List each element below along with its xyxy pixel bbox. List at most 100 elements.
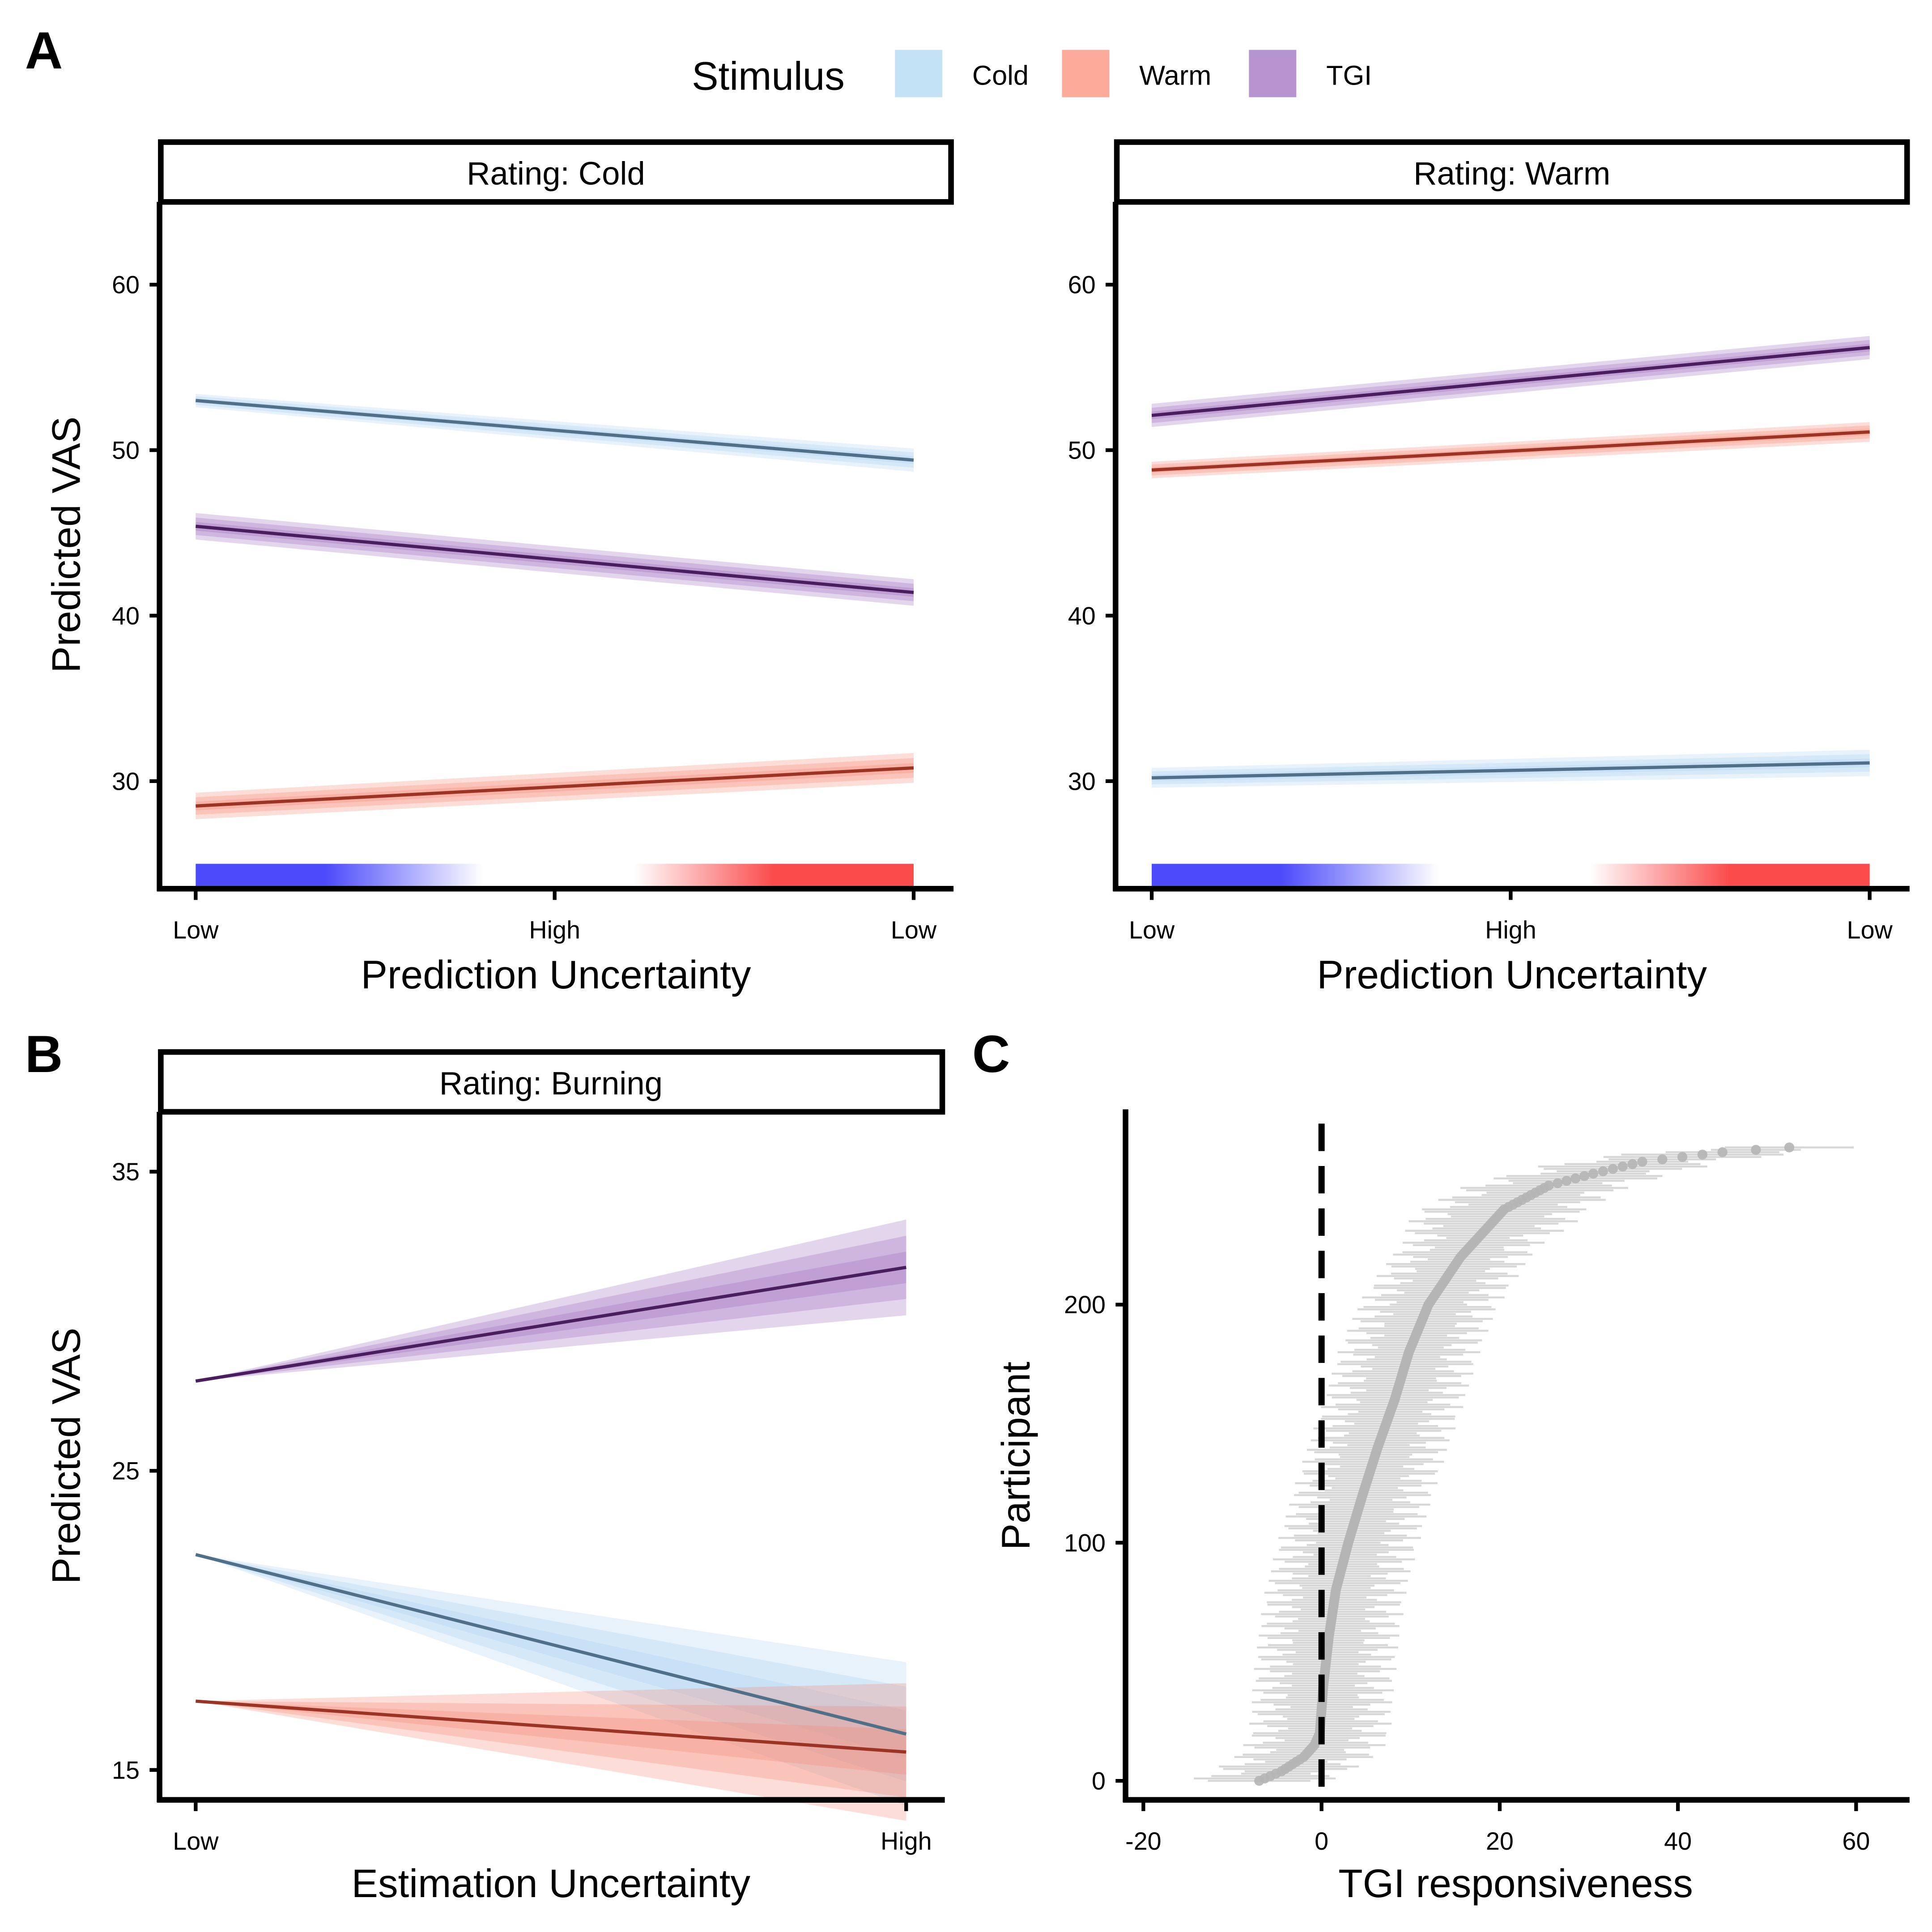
legend: Stimulus Cold Warm TGI xyxy=(692,50,1372,98)
x-tick-label: Low xyxy=(1847,916,1893,944)
panel-label-a: A xyxy=(25,21,63,80)
band-warm xyxy=(196,1701,906,1798)
x-tick-label: -20 xyxy=(1125,1827,1162,1855)
panel-label-c: C xyxy=(972,1025,1010,1083)
y-axis-label: Participant xyxy=(993,1362,1038,1550)
x-tick-label: Low xyxy=(891,916,937,944)
participant-point xyxy=(1579,1171,1590,1181)
participant-point xyxy=(1588,1168,1599,1179)
participant-point xyxy=(1570,1173,1581,1183)
y-axis-label: Predicted VAS xyxy=(43,1328,88,1584)
legend-title: Stimulus xyxy=(692,54,845,98)
x-tick-label: 20 xyxy=(1486,1827,1514,1855)
y-tick-label: 50 xyxy=(1068,437,1096,464)
line-cold xyxy=(1152,761,1870,780)
y-ticks: 0 100 200 xyxy=(1064,1291,1126,1795)
participant-point xyxy=(1627,1159,1638,1169)
y-ticks: 15 25 35 xyxy=(112,1158,160,1784)
line-cold xyxy=(196,399,914,462)
gradient-red xyxy=(1589,864,1870,886)
y-tick-label: 0 xyxy=(1092,1767,1106,1795)
x-tick-label: Low xyxy=(173,916,219,944)
x-axis-label: Estimation Uncertainty xyxy=(352,1861,751,1906)
gradient-blue xyxy=(1152,864,1439,886)
legend-swatch-tgi xyxy=(1249,50,1297,98)
y-tick-label: 30 xyxy=(112,767,140,795)
x-ticks: Low High Low xyxy=(1129,889,1893,944)
y-tick-label: 60 xyxy=(1068,271,1096,299)
x-tick-label: High xyxy=(881,1827,932,1855)
participant-point xyxy=(1637,1157,1647,1167)
y-tick-label: 40 xyxy=(112,602,140,630)
y-tick-label: 30 xyxy=(1068,767,1096,795)
band-cold xyxy=(1152,749,1870,788)
series-lines xyxy=(196,399,914,808)
strip-label: Rating: Cold xyxy=(467,155,645,191)
legend-swatch-cold xyxy=(895,50,943,98)
participant-intervals xyxy=(1194,1146,1854,1782)
y-tick-label: 25 xyxy=(112,1457,140,1485)
line-warm xyxy=(196,1699,906,1754)
x-ticks: Low High Low xyxy=(173,889,937,944)
strip-box xyxy=(158,1049,945,1115)
x-tick-label: 0 xyxy=(1315,1827,1328,1855)
panel-c-tgi-responsiveness: 0 100 200 -20 0 20 40 60 TGI responsiveness Pa… xyxy=(993,1109,1910,1906)
uncertainty-gradient-bar xyxy=(196,864,914,886)
panel-b-rating-burning: Rating: Burning 15 25 35 Low High Estimatio… xyxy=(43,1049,945,1906)
participant-point xyxy=(1598,1166,1609,1176)
line-tgi xyxy=(196,524,914,594)
x-axis-label: Prediction Uncertainty xyxy=(361,952,751,997)
line-tgi xyxy=(1151,346,1870,417)
x-tick-label: High xyxy=(529,916,580,944)
y-tick-label: 40 xyxy=(1068,602,1096,630)
line-tgi xyxy=(195,1266,906,1383)
band-cold xyxy=(196,1554,906,1758)
strip-box xyxy=(1114,139,1910,205)
strip-box xyxy=(158,139,954,205)
legend-label-tgi: TGI xyxy=(1326,60,1372,90)
band-tgi xyxy=(196,1219,906,1381)
x-tick-label: Low xyxy=(173,1827,219,1855)
x-tick-label: High xyxy=(1485,916,1536,944)
x-tick-label: 40 xyxy=(1664,1827,1692,1855)
y-tick-label: 200 xyxy=(1064,1291,1106,1319)
y-tick-label: 15 xyxy=(112,1756,140,1784)
band-cold xyxy=(196,1554,906,1806)
x-ticks: Low High xyxy=(173,1800,932,1855)
strip-label: Rating: Burning xyxy=(439,1065,663,1102)
series-lines xyxy=(1151,346,1870,780)
legend-label-warm: Warm xyxy=(1139,60,1211,90)
line-cold xyxy=(195,1553,907,1736)
participant-point xyxy=(1553,1178,1563,1188)
participant-point xyxy=(1717,1147,1728,1157)
participant-point xyxy=(1697,1149,1708,1160)
participant-point xyxy=(1784,1142,1795,1153)
participant-point xyxy=(1657,1154,1668,1165)
x-ticks: -20 0 20 40 60 xyxy=(1125,1800,1870,1855)
line-warm xyxy=(1151,430,1870,472)
x-axis-label: TGI responsiveness xyxy=(1338,1861,1693,1906)
y-axis-label: Predicted VAS xyxy=(43,417,88,673)
confidence-bands xyxy=(196,1219,906,1821)
panel-label-b: B xyxy=(25,1025,63,1083)
y-tick-label: 60 xyxy=(112,271,140,299)
x-tick-label: Low xyxy=(1129,916,1175,944)
participant-point xyxy=(1562,1175,1572,1186)
participant-point xyxy=(1751,1145,1761,1155)
participant-point xyxy=(1544,1180,1554,1191)
gradient-blue xyxy=(196,864,483,886)
x-tick-label: 60 xyxy=(1842,1827,1870,1855)
band-cold xyxy=(196,1554,906,1782)
panel-a-rating-cold: Rating: Cold 30 40 50 60 Low High Low Predict… xyxy=(43,139,954,997)
participant-point xyxy=(1617,1161,1628,1172)
participant-point xyxy=(1677,1152,1688,1162)
panel-a-rating-warm: Rating: Warm 30 40 50 60 Low High Low Predict… xyxy=(1068,139,1910,997)
y-tick-label: 35 xyxy=(112,1158,140,1186)
series-lines xyxy=(195,1266,907,1754)
confidence-bands xyxy=(196,394,914,819)
y-ticks: 30 40 50 60 xyxy=(112,271,160,795)
strip-label: Rating: Warm xyxy=(1413,155,1610,191)
y-tick-label: 50 xyxy=(112,437,140,464)
band-warm xyxy=(196,1683,906,1821)
y-tick-label: 100 xyxy=(1064,1529,1106,1557)
